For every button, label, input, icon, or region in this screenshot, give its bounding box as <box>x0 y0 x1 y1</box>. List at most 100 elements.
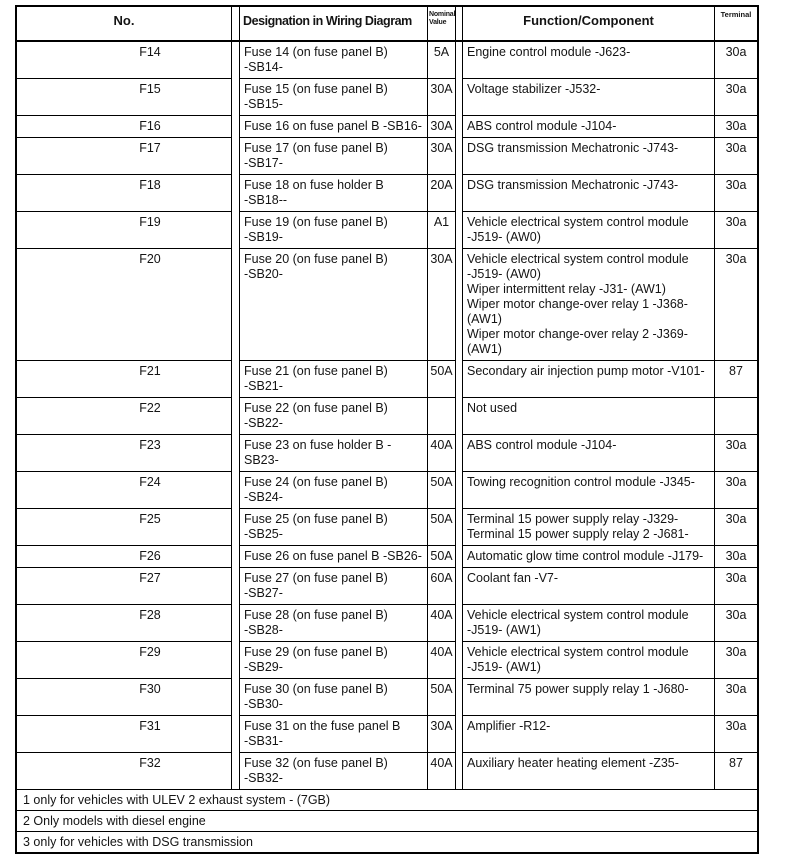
column-spacer <box>232 175 240 212</box>
fuse-designation: Fuse 22 (on fuse panel B) -SB22- <box>240 398 428 435</box>
fuse-designation: Fuse 15 (on fuse panel B) -SB15- <box>240 79 428 116</box>
fuse-designation: Fuse 25 (on fuse panel B) -SB25- <box>240 509 428 546</box>
fuse-designation: Fuse 19 (on fuse panel B) -SB19- <box>240 212 428 249</box>
column-spacer <box>456 568 463 605</box>
column-spacer <box>232 568 240 605</box>
fuse-designation: Fuse 18 on fuse holder B -SB18-- <box>240 175 428 212</box>
column-header-function: Function/Component <box>463 7 715 42</box>
fuse-function: Terminal 75 power supply relay 1 -J680- <box>463 679 715 716</box>
fuse-function: Not used <box>463 398 715 435</box>
fuse-function: Terminal 15 power supply relay -J329- Te… <box>463 509 715 546</box>
fuse-terminal: 30a <box>715 212 757 249</box>
column-spacer <box>232 753 240 790</box>
fuse-number: F32 <box>17 753 232 790</box>
fuse-nominal-value: 50A <box>428 546 456 568</box>
column-spacer <box>456 472 463 509</box>
fuse-function: Coolant fan -V7- <box>463 568 715 605</box>
fuse-nominal-value: 30A <box>428 138 456 175</box>
column-spacer <box>456 753 463 790</box>
fuse-terminal: 30a <box>715 605 757 642</box>
fuse-designation: Fuse 17 (on fuse panel B) -SB17- <box>240 138 428 175</box>
fuse-terminal: 87 <box>715 753 757 790</box>
column-spacer <box>456 361 463 398</box>
fuse-nominal-value: 50A <box>428 509 456 546</box>
fuse-nominal-value: 30A <box>428 116 456 138</box>
fuse-function: DSG transmission Mechatronic -J743- <box>463 138 715 175</box>
fuse-number: F22 <box>17 398 232 435</box>
fuse-nominal-value <box>428 398 456 435</box>
column-spacer <box>456 398 463 435</box>
fuse-function: Vehicle electrical system control module… <box>463 212 715 249</box>
fuse-designation: Fuse 21 (on fuse panel B) -SB21- <box>240 361 428 398</box>
fuse-designation: Fuse 32 (on fuse panel B) -SB32- <box>240 753 428 790</box>
fuse-function: Vehicle electrical system control module… <box>463 249 715 361</box>
column-spacer <box>232 546 240 568</box>
fuse-nominal-value: 5A <box>428 42 456 79</box>
column-header-nominal-value: Nominal Value <box>428 7 456 42</box>
fuse-nominal-value: 40A <box>428 753 456 790</box>
fuse-number: F20 <box>17 249 232 361</box>
fuse-designation: Fuse 26 on fuse panel B -SB26- <box>240 546 428 568</box>
fuse-function: Auxiliary heater heating element -Z35- <box>463 753 715 790</box>
fuse-designation: Fuse 28 (on fuse panel B) -SB28- <box>240 605 428 642</box>
fuse-function: Voltage stabilizer -J532- <box>463 79 715 116</box>
fuse-function: DSG transmission Mechatronic -J743- <box>463 175 715 212</box>
fuse-function: Vehicle electrical system control module… <box>463 605 715 642</box>
column-spacer <box>456 175 463 212</box>
footnote: 1 only for vehicles with ULEV 2 exhaust … <box>17 790 757 811</box>
fuse-designation: Fuse 16 on fuse panel B -SB16- <box>240 116 428 138</box>
fuse-designation: Fuse 29 (on fuse panel B) -SB29- <box>240 642 428 679</box>
footnote: 2 Only models with diesel engine <box>17 811 757 832</box>
column-spacer <box>232 435 240 472</box>
fuse-terminal: 30a <box>715 42 757 79</box>
fuse-number: F16 <box>17 116 232 138</box>
fuse-number: F21 <box>17 361 232 398</box>
fuse-number: F18 <box>17 175 232 212</box>
fuse-number: F31 <box>17 716 232 753</box>
column-spacer <box>232 642 240 679</box>
fuse-nominal-value: 20A <box>428 175 456 212</box>
fuse-terminal: 30a <box>715 472 757 509</box>
fuse-nominal-value: 30A <box>428 716 456 753</box>
fuse-number: F27 <box>17 568 232 605</box>
fuse-function: Vehicle electrical system control module… <box>463 642 715 679</box>
fuse-terminal <box>715 398 757 435</box>
footnote: 3 only for vehicles with DSG transmissio… <box>23 835 253 849</box>
column-spacer <box>232 212 240 249</box>
fuse-function: ABS control module -J104- <box>463 116 715 138</box>
fuse-nominal-value: 40A <box>428 435 456 472</box>
fuse-designation: Fuse 24 (on fuse panel B) -SB24- <box>240 472 428 509</box>
column-spacer <box>232 509 240 546</box>
fuse-number: F29 <box>17 642 232 679</box>
fuse-terminal: 30a <box>715 116 757 138</box>
fuse-function: Amplifier -R12- <box>463 716 715 753</box>
fuse-function: Automatic glow time control module -J179… <box>463 546 715 568</box>
fuse-number: F26 <box>17 546 232 568</box>
column-spacer <box>456 116 463 138</box>
column-spacer <box>456 716 463 753</box>
fuse-designation: Fuse 23 on fuse holder B -SB23- <box>240 435 428 472</box>
fuse-terminal: 30a <box>715 509 757 546</box>
fuse-number: F24 <box>17 472 232 509</box>
fuse-function: ABS control module -J104- <box>463 435 715 472</box>
column-spacer <box>232 7 240 42</box>
fuse-terminal: 30a <box>715 138 757 175</box>
fuse-nominal-value: 50A <box>428 472 456 509</box>
column-spacer <box>232 79 240 116</box>
column-spacer <box>232 398 240 435</box>
column-spacer <box>232 716 240 753</box>
fuse-nominal-value: 40A <box>428 605 456 642</box>
fuse-nominal-value: 40A <box>428 642 456 679</box>
column-spacer <box>456 79 463 116</box>
column-header-no: No. <box>17 7 232 42</box>
fuse-designation: Fuse 31 on the fuse panel B -SB31- <box>240 716 428 753</box>
column-spacer <box>456 546 463 568</box>
fuse-number: F14 <box>17 42 232 79</box>
fuse-number: F28 <box>17 605 232 642</box>
fuse-number: F19 <box>17 212 232 249</box>
fuse-terminal: 30a <box>715 679 757 716</box>
fuse-number: F23 <box>17 435 232 472</box>
fuse-terminal: 87 <box>715 361 757 398</box>
fuse-designation: Fuse 30 (on fuse panel B) -SB30- <box>240 679 428 716</box>
